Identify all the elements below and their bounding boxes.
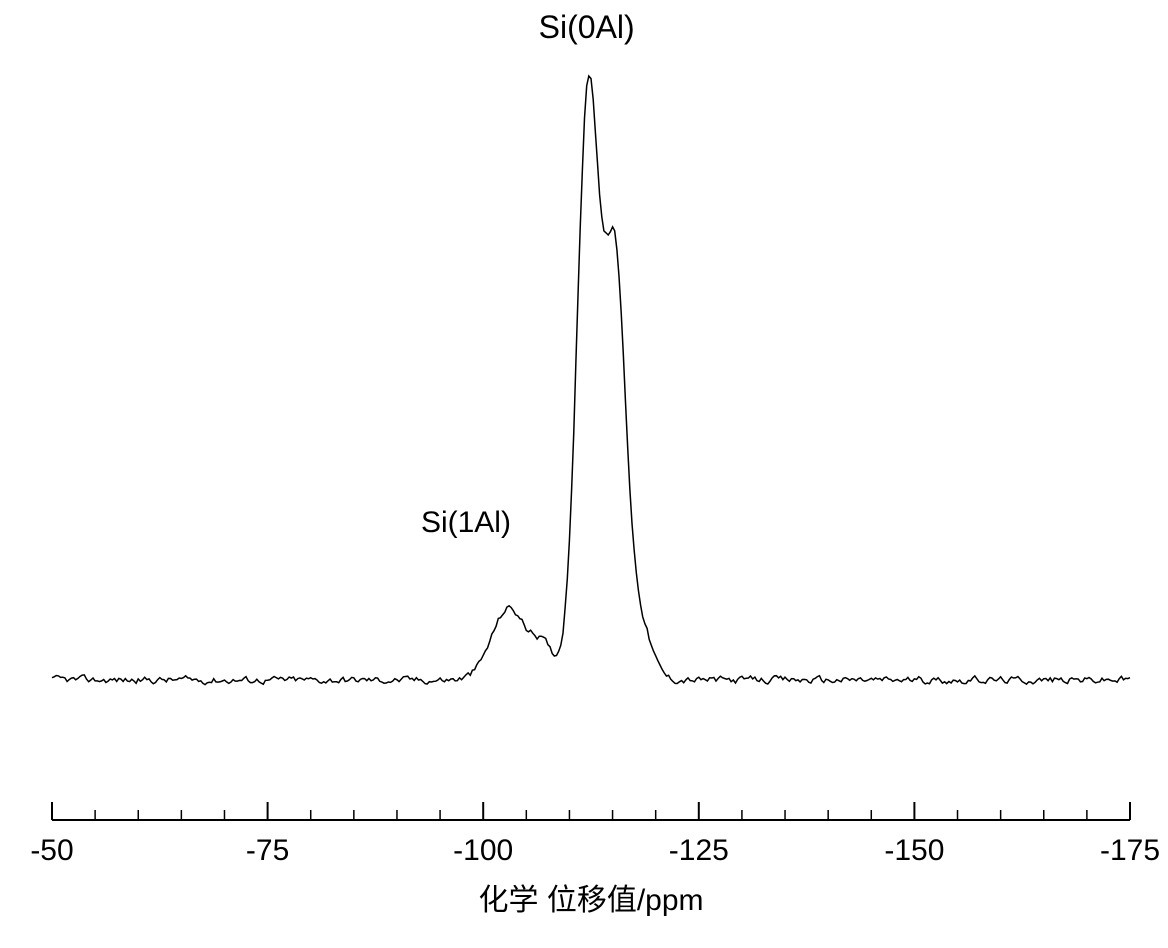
x-axis-label: 化学 位移值/ppm bbox=[478, 884, 703, 917]
x-tick-label: -100 bbox=[453, 834, 513, 867]
spectrum-svg: -50 -75 -100 -125 -150 -175 化学 位移值/ppm Si(0Al) S… bbox=[0, 0, 1168, 948]
spectrum-trace bbox=[52, 76, 1130, 685]
peak-annotation: Si(0Al) bbox=[539, 9, 635, 45]
x-tick-label: -125 bbox=[669, 834, 729, 867]
peak-annotation: Si(1Al) bbox=[421, 506, 511, 539]
x-tick-label: -50 bbox=[30, 834, 73, 867]
x-tick-label: -75 bbox=[246, 834, 289, 867]
x-tick-label: -175 bbox=[1100, 834, 1160, 867]
x-tick-label: -150 bbox=[884, 834, 944, 867]
nmr-spectrum-chart: -50 -75 -100 -125 -150 -175 化学 位移值/ppm Si(0Al) S… bbox=[0, 0, 1168, 948]
